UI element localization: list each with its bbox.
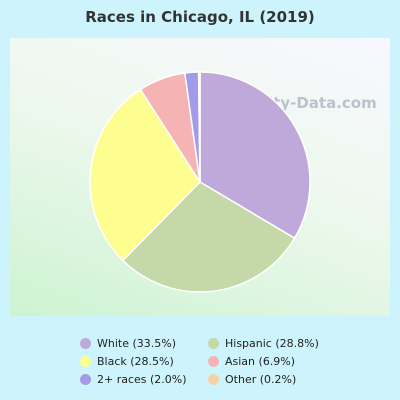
pie-chart <box>89 71 311 293</box>
legend-swatch <box>80 373 91 385</box>
pie-slice-5 <box>197 71 201 183</box>
legend-swatch <box>208 337 219 349</box>
legend-item: Black (28.5%) <box>80 353 208 369</box>
legend-label: Black (28.5%) <box>97 354 174 368</box>
legend-swatch <box>80 355 91 367</box>
legend-label: White (33.5%) <box>97 336 177 350</box>
legend-item: Asian (6.9%) <box>208 353 368 369</box>
legend-label: Other (0.2%) <box>225 372 297 386</box>
legend-label: 2+ races (2.0%) <box>97 372 187 386</box>
legend-label: Hispanic (28.8%) <box>225 336 319 350</box>
legend-label: Asian (6.9%) <box>225 354 296 368</box>
legend: White (33.5%) Hispanic (28.8%) Black (28.5… <box>80 335 380 387</box>
pie-slice-2 <box>89 88 201 262</box>
legend-item: Other (0.2%) <box>208 371 368 387</box>
legend-swatch <box>208 373 219 385</box>
legend-item: 2+ races (2.0%) <box>80 371 208 387</box>
chart-title: Races in Chicago, IL (2019) <box>85 8 315 26</box>
watermark-text: City-Data.com <box>257 94 377 112</box>
pie-slice-1 <box>121 181 296 293</box>
legend-item: White (33.5%) <box>80 335 208 351</box>
legend-swatch <box>208 355 219 367</box>
legend-swatch <box>80 337 91 349</box>
plot-area: City-Data.com <box>10 38 390 316</box>
pie-slice-0 <box>199 71 311 240</box>
legend-item: Hispanic (28.8%) <box>208 335 368 351</box>
